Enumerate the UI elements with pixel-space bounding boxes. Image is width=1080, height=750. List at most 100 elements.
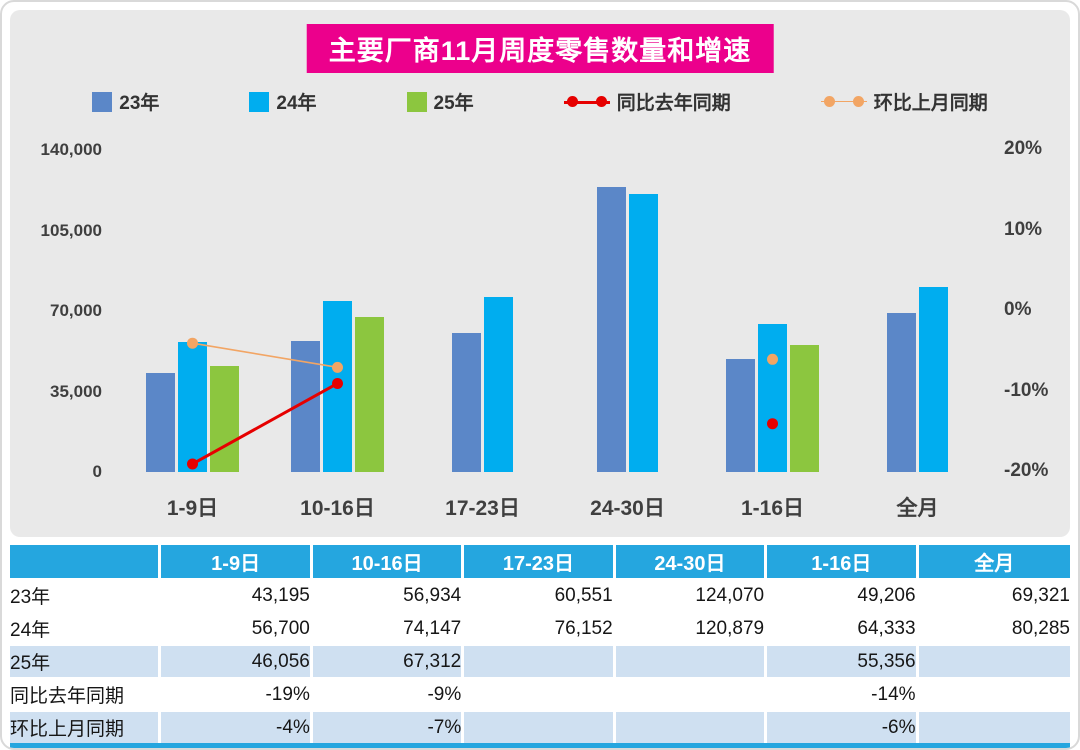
- table-cell: 69,321: [918, 578, 1070, 611]
- legend-swatch-25-square: [406, 91, 427, 112]
- x-axis-label: 全月: [896, 497, 939, 520]
- table-cell: [918, 677, 1070, 710]
- right-axis-tick: 0%: [1004, 299, 1032, 320]
- legend-yoy-line-dots-icon: [563, 95, 610, 109]
- legend-item: 24年: [249, 88, 317, 115]
- bar-23年-24-30日: [597, 186, 626, 472]
- bar-23年-1-16日: [726, 358, 755, 472]
- bar-23年-全月: [887, 312, 916, 472]
- left-axis-tick: 0: [92, 462, 102, 481]
- bar-24年-全月: [919, 287, 948, 472]
- table-column-header: 17-23日: [464, 545, 616, 578]
- table-cell: [464, 644, 616, 677]
- plot-area: 0 35,000 70,000 105,000 140,000 -20% -10% 0% 10%…: [10, 10, 1070, 537]
- right-axis-tick: -20%: [1004, 460, 1049, 481]
- table-cell: -14%: [767, 677, 919, 710]
- bar-24年-1-16日: [758, 324, 787, 472]
- table-cell: -6%: [767, 710, 919, 743]
- table-cell: [464, 677, 616, 710]
- left-axis-tick: 35,000: [50, 381, 102, 401]
- x-axis-label: 10-16日: [300, 497, 375, 520]
- summary-table-wrap: 1-9日 10-16日 17-23日 24-30日 1-16日 全月 23年 43,195 56…: [10, 545, 1070, 743]
- bar-25年-10-16日: [355, 317, 384, 472]
- table-cell: [918, 710, 1070, 743]
- table-cell: [464, 710, 616, 743]
- x-axis-label: 1-16日: [740, 497, 805, 520]
- table-cell: 80,285: [918, 611, 1070, 644]
- legend-label: 24年: [276, 93, 317, 114]
- bar-23年-10-16日: [291, 341, 320, 472]
- table-cell: -4%: [161, 710, 313, 743]
- legend-swatch-23-square: [92, 91, 113, 112]
- chart-panel: 主要厂商11月周度零售数量和增速 23年 24年 25年 同比去年同期 环比上月同期 0…: [10, 10, 1070, 537]
- legend-label: 25年: [433, 93, 474, 114]
- table-cell: 120,879: [615, 611, 768, 644]
- row-label: 同比去年同期: [10, 677, 162, 710]
- table-column-header: 全月: [918, 545, 1070, 578]
- bar-25年-1-9日: [210, 366, 239, 472]
- table-cell: 56,700: [161, 611, 313, 644]
- row-label: 25年: [10, 644, 162, 677]
- bar-25年-1-16日: [790, 344, 819, 472]
- chart-title: 主要厂商11月周度零售数量和增速: [306, 24, 774, 73]
- chart-legend: 23年 24年 25年 同比去年同期 环比上月同期: [10, 88, 1070, 115]
- legend-mom-line-dots-icon: [820, 95, 867, 109]
- table-cell: [615, 710, 768, 743]
- table-bottom-border: [10, 743, 1070, 748]
- summary-table: 1-9日 10-16日 17-23日 24-30日 1-16日 全月 23年 43,195 56…: [10, 545, 1070, 743]
- table-cell: [918, 644, 1070, 677]
- table-cell: -19%: [161, 677, 313, 710]
- table-column-header: 10-16日: [312, 545, 465, 578]
- table-row: 环比上月同期 -4% -7% -6%: [10, 710, 1070, 743]
- table-cell: 56,934: [312, 578, 465, 611]
- table-column-header: 1-16日: [767, 545, 919, 578]
- left-axis-tick: 140,000: [40, 140, 102, 159]
- legend-item: 同比去年同期: [563, 88, 731, 115]
- table-row: 23年 43,195 56,934 60,551 124,070 49,206 69,321: [10, 578, 1070, 611]
- table-cell: 43,195: [161, 578, 313, 611]
- bar-23年-1-9日: [146, 372, 175, 472]
- legend-label: 23年: [119, 93, 160, 114]
- x-axis-label: 24-30日: [590, 497, 665, 520]
- table-cell: 64,333: [767, 611, 919, 644]
- bar-24年-17-23日: [484, 296, 513, 472]
- table-row: 25年 46,056 67,312 55,356: [10, 644, 1070, 677]
- table-row: 同比去年同期 -19% -9% -14%: [10, 677, 1070, 710]
- table-cell: 76,152: [464, 611, 616, 644]
- table-corner-cell: [10, 545, 162, 578]
- left-axis-tick: 105,000: [40, 220, 102, 240]
- table-cell: 55,356: [767, 644, 919, 677]
- legend-item: 25年: [406, 88, 474, 115]
- table-cell: 74,147: [312, 611, 465, 644]
- table-header-row: 1-9日 10-16日 17-23日 24-30日 1-16日 全月: [10, 545, 1070, 578]
- table-cell: -7%: [312, 710, 465, 743]
- table-column-header: 24-30日: [615, 545, 768, 578]
- table-cell: 124,070: [615, 578, 768, 611]
- row-label: 环比上月同期: [10, 710, 162, 743]
- bar-24年-24-30日: [629, 193, 658, 472]
- table-cell: 49,206: [767, 578, 919, 611]
- legend-item: 23年: [92, 88, 159, 115]
- table-row: 24年 56,700 74,147 76,152 120,879 64,333 80,285: [10, 611, 1070, 644]
- table-cell: -9%: [312, 677, 465, 710]
- right-axis-tick: 20%: [1004, 138, 1043, 159]
- row-label: 24年: [10, 611, 162, 644]
- table-column-header: 1-9日: [161, 545, 313, 578]
- left-axis-tick: 70,000: [50, 301, 102, 320]
- bar-24年-1-9日: [178, 341, 207, 472]
- bar-23年-17-23日: [452, 332, 481, 472]
- table-cell: [615, 644, 768, 677]
- table-cell: 46,056: [161, 644, 313, 677]
- legend-swatch-24-square: [249, 91, 270, 112]
- x-axis-label: 1-9日: [166, 497, 219, 520]
- legend-label: 环比上月同期: [873, 93, 988, 114]
- right-axis-tick: 10%: [1004, 218, 1043, 240]
- right-axis-tick: -10%: [1004, 379, 1049, 401]
- table-cell: 60,551: [464, 578, 616, 611]
- table-cell: 67,312: [312, 644, 465, 677]
- row-label: 23年: [10, 578, 162, 611]
- legend-label: 同比去年同期: [616, 93, 731, 114]
- legend-item: 环比上月同期: [820, 88, 988, 115]
- x-axis-label: 17-23日: [445, 497, 520, 520]
